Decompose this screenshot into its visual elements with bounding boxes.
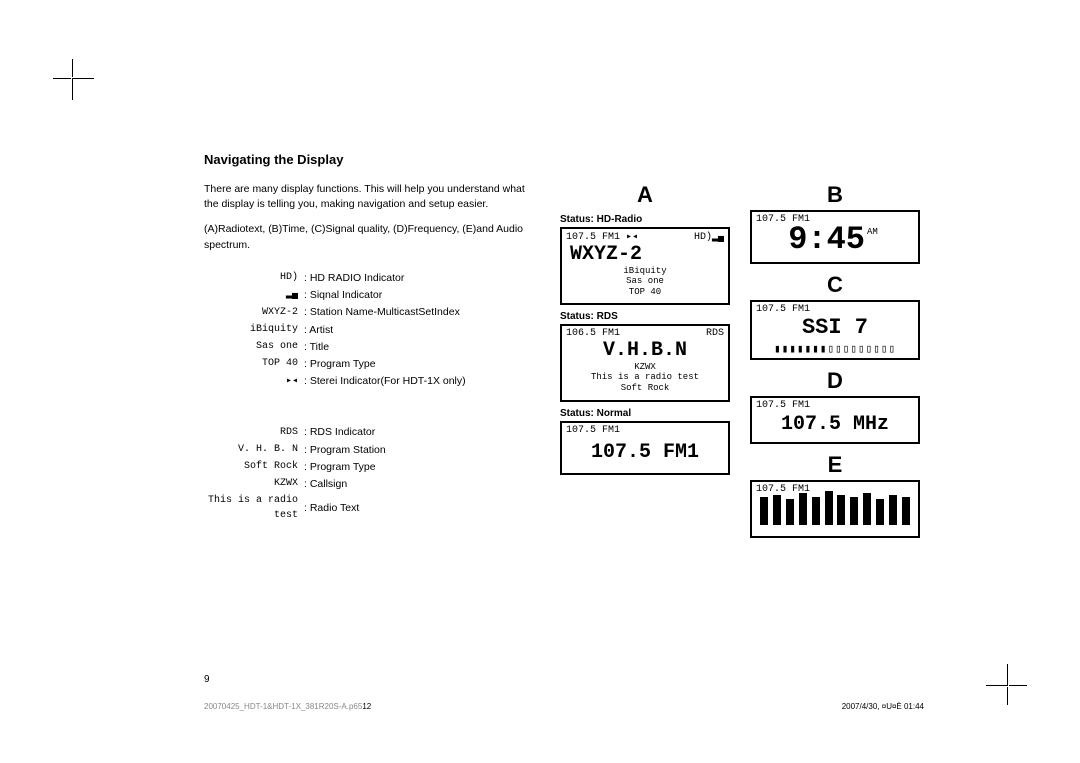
panel-letter-e: E <box>750 452 920 478</box>
panel-letter-a: A <box>560 182 730 208</box>
display-panel-freq: 107.5 FM1 107.5 MHz <box>750 396 920 444</box>
panel-letter-d: D <box>750 368 920 394</box>
section-heading: Navigating the Display <box>204 152 924 167</box>
legend-row: KZWX: Callsign <box>204 477 534 492</box>
left-column: There are many display functions. This w… <box>204 182 534 525</box>
display-panel-normal: 107.5 FM1 107.5 FM1 <box>560 421 730 475</box>
page-content: Navigating the Display There are many di… <box>204 152 924 183</box>
page-number: 9 <box>204 674 210 685</box>
spectrum-bars <box>752 495 918 529</box>
display-panel-spectrum: 107.5 FM1 <box>750 480 920 538</box>
legend-group-1: HD): HD RADIO Indicator ▂▄: Siqnal Indic… <box>204 271 534 390</box>
legend-row: This is a radio test: Radio Text <box>204 494 534 523</box>
intro-para-2: (A)Radiotext, (B)Time, (C)Signal quality… <box>204 222 534 252</box>
status-normal: Status: Normal <box>560 408 730 419</box>
display-col-right: B 107.5 FM1 9:45 AM C 107.5 FM1 SSI 7 ▮▮… <box>750 182 920 538</box>
footer-timestamp: 2007/4/30, ¤U¤È 01:44 <box>842 702 924 711</box>
status-rds: Status: RDS <box>560 311 730 322</box>
legend-row: Soft Rock: Program Type <box>204 460 534 475</box>
legend-row: TOP 40: Program Type <box>204 357 534 372</box>
legend-row: RDS: RDS Indicator <box>204 425 534 440</box>
footer-filename: 20070425_HDT-1&HDT-1X_381R20S-A.p6512 <box>204 702 371 711</box>
crop-mark-bottom-right <box>986 664 1008 686</box>
display-panel-time: 107.5 FM1 9:45 AM <box>750 210 920 264</box>
legend-group-2: RDS: RDS Indicator V. H. B. N: Program S… <box>204 425 534 523</box>
legend-row: iBiquity: Artist <box>204 323 534 338</box>
panel-letter-c: C <box>750 272 920 298</box>
legend-row: ▂▄: Siqnal Indicator <box>204 288 534 303</box>
legend-row: Sas one: Title <box>204 340 534 355</box>
display-panel-signal: 107.5 FM1 SSI 7 ▮▮▮▮▮▮▮▯▯▯▯▯▯▯▯▯ <box>750 300 920 360</box>
legend-row: WXYZ-2: Station Name-MulticastSetIndex <box>204 305 534 320</box>
display-panel-rds: 106.5 FM1RDS V.H.B.N KZWX This is a radi… <box>560 324 730 402</box>
legend-row: HD): HD RADIO Indicator <box>204 271 534 286</box>
display-panel-hd: 107.5 FM1 ▸◂HD)▂▄ WXYZ-2 iBiquity Sas on… <box>560 227 730 305</box>
display-col-left: A Status: HD-Radio 107.5 FM1 ▸◂HD)▂▄ WXY… <box>560 182 730 475</box>
crop-mark-top-left <box>72 78 94 100</box>
legend-row: ▸◂: Sterei Indicator(For HDT-1X only) <box>204 374 534 389</box>
panel-letter-b: B <box>750 182 920 208</box>
legend-row: V. H. B. N: Program Station <box>204 443 534 458</box>
status-hd: Status: HD-Radio <box>560 214 730 225</box>
intro-para-1: There are many display functions. This w… <box>204 182 534 212</box>
